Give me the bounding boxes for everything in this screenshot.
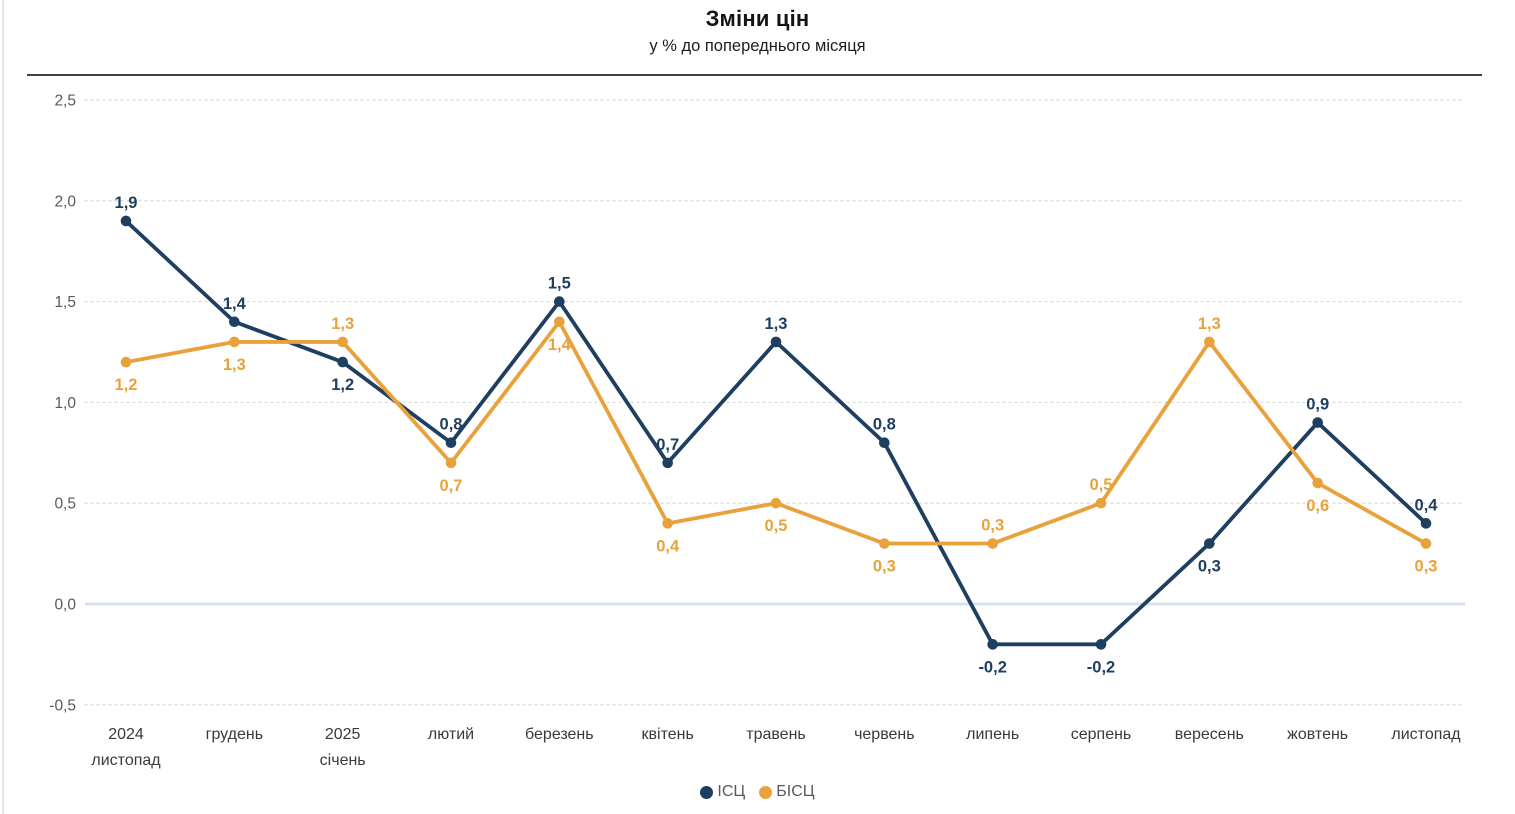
bicp-data-label: 0,5 (1090, 476, 1113, 494)
icp-data-label: 1,2 (331, 376, 354, 394)
y-axis-tick-label: 0,5 (54, 496, 76, 513)
bicp-data-label: 1,3 (223, 356, 246, 374)
bicp-series-dot-icon (759, 785, 773, 799)
bicp-point-marker (1420, 538, 1432, 549)
icp-data-label: 0,7 (656, 436, 679, 454)
x-axis-tick-label: березень (525, 726, 594, 743)
icp-point-marker (1312, 417, 1323, 428)
icp-data-label: 1,4 (223, 295, 247, 313)
x-axis-tick-label: квітень (642, 726, 694, 743)
icp-data-label: 1,3 (765, 315, 788, 333)
icp-data-label: -0,2 (978, 658, 1006, 676)
bicp-data-label: 0,5 (765, 517, 788, 535)
legend-item-icp: ІСЦ (700, 783, 745, 801)
bicp-data-label: 1,4 (548, 336, 572, 354)
icp-data-label: 0,9 (1306, 396, 1329, 414)
bicp-line-series (124, 319, 1428, 546)
icp-point-marker (770, 336, 782, 348)
icp-data-label: 0,8 (440, 416, 463, 434)
x-axis-tick-label: липень (966, 726, 1019, 743)
bicp-data-label: 1,2 (115, 376, 138, 394)
bicp-point-marker (879, 538, 890, 549)
icp-series-dot-icon (700, 785, 714, 799)
bicp-point-marker (445, 457, 457, 469)
bicp-point-marker (987, 538, 998, 549)
legend-label-bicp: БІСЦ (776, 783, 815, 800)
bicp-point-marker (229, 336, 240, 348)
bicp-data-label: 0,3 (981, 517, 1004, 535)
icp-data-label: 1,9 (115, 194, 138, 212)
icp-point-marker (1095, 639, 1107, 650)
x-axis-tick-label: лютий (428, 726, 474, 743)
icp-point-marker (445, 437, 457, 449)
icp-point-marker (1204, 538, 1215, 549)
bicp-point-marker (554, 316, 565, 328)
bicp-data-label: 0,3 (1415, 558, 1438, 576)
y-axis-tick-label: 0,0 (54, 597, 76, 614)
bicp-point-marker (1095, 497, 1107, 509)
icp-line-series (124, 219, 1428, 647)
y-axis-tick-label: 2,0 (54, 193, 76, 210)
icp-point-marker (554, 296, 565, 307)
x-axis-tick-label: серпень (1071, 726, 1132, 743)
icp-data-label: 0,8 (873, 416, 896, 434)
icp-point-marker (987, 639, 998, 650)
x-axis-tick-label: 2025 січень (320, 726, 366, 769)
chart-header: Зміни цін у % до попереднього місяця (0, 6, 1515, 56)
bicp-data-label: 0,7 (440, 477, 463, 495)
icp-data-label: -0,2 (1087, 658, 1115, 676)
x-axis-tick-label: грудень (206, 726, 263, 743)
y-axis-tick-label: 2,5 (54, 93, 76, 110)
chart-legend: ІСЦ БІСЦ (0, 780, 1515, 804)
x-axis-tick-label: 2024 листопад (91, 726, 161, 769)
y-axis-tick-label: 1,5 (54, 294, 76, 311)
header-divider (27, 74, 1482, 76)
bicp-point-marker (770, 497, 782, 509)
bicp-point-marker (337, 336, 348, 348)
x-axis-tick-label: вересень (1175, 726, 1244, 743)
icp-point-marker (337, 356, 348, 368)
bicp-point-marker (120, 356, 132, 368)
icp-point-marker (879, 437, 890, 449)
bicp-data-label: 1,3 (331, 315, 354, 333)
bicp-data-label: 0,3 (873, 558, 896, 576)
x-axis-tick-label: листопад (1391, 726, 1461, 743)
page-left-border (2, 0, 4, 814)
icp-point-marker (1420, 518, 1432, 529)
bicp-data-label: 0,6 (1306, 497, 1329, 515)
y-axis-tick-label: -0,5 (49, 697, 76, 714)
icp-point-marker (662, 457, 673, 469)
bicp-point-marker (1204, 336, 1215, 348)
legend-item-bicp: БІСЦ (759, 783, 815, 801)
x-axis-tick-label: травень (746, 726, 806, 743)
bicp-point-marker (1312, 477, 1323, 489)
x-axis-tick-label: жовтень (1287, 726, 1348, 743)
bicp-point-marker (662, 518, 673, 529)
bicp-data-label: 1,3 (1198, 315, 1221, 333)
icp-data-label: 0,3 (1198, 558, 1221, 576)
icp-data-label: 1,5 (548, 275, 571, 293)
y-axis-tick-label: 1,0 (54, 395, 76, 412)
x-axis-tick-label: червень (854, 726, 915, 743)
chart-title: Зміни цін (705, 6, 810, 31)
icp-data-label: 0,4 (1415, 496, 1439, 514)
chart-subtitle: у % до попереднього місяця (649, 37, 866, 55)
bicp-data-label: 0,4 (656, 537, 680, 555)
legend-label-icp: ІСЦ (717, 783, 746, 800)
icp-point-marker (120, 215, 132, 227)
icp-point-marker (229, 316, 240, 328)
